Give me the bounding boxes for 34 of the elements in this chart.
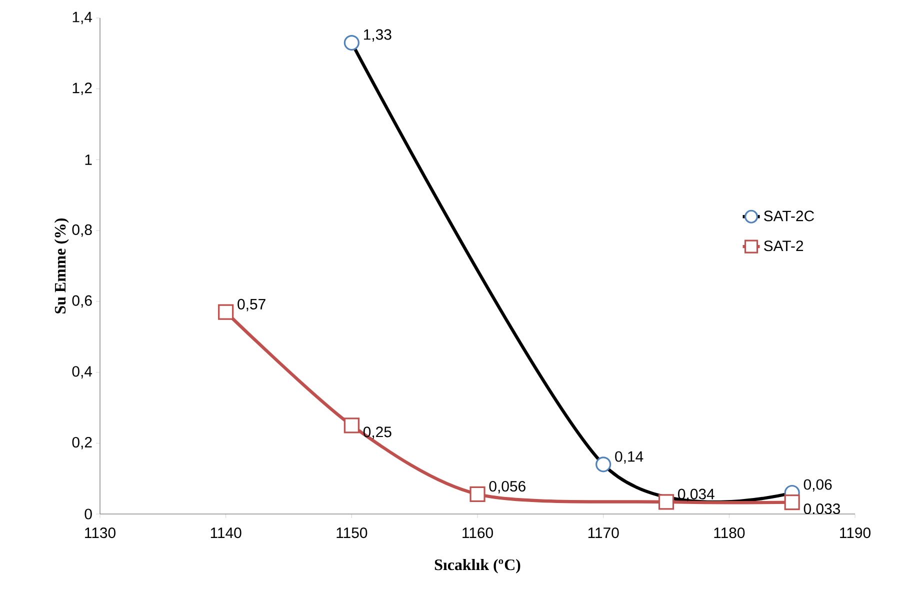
- point: [658, 494, 674, 510]
- data-label: 0,57: [238, 298, 266, 312]
- point: [470, 486, 486, 502]
- data-label: 0,14: [615, 451, 644, 464]
- legend-label: SAT-2C: [764, 210, 814, 222]
- data-label: 0,25: [363, 426, 392, 439]
- legend-label: SAT-2: [764, 240, 804, 252]
- point: [344, 418, 360, 434]
- point: [784, 494, 800, 510]
- x-tick-label: 1140: [210, 528, 242, 538]
- y-tick-label: 0,8: [72, 224, 92, 237]
- y-tick-label: 0,4: [72, 366, 92, 378]
- point: [218, 304, 234, 320]
- data-label: 0,034: [678, 488, 714, 502]
- x-tick-label: 1130: [85, 528, 116, 538]
- data-label: 0,033: [804, 504, 840, 516]
- y-tick-label: 0: [84, 508, 92, 520]
- data-label: 0,056: [489, 480, 526, 494]
- x-tick-label: 1190: [840, 528, 870, 538]
- y-tick-label: 0,2: [72, 436, 92, 450]
- y-axis-title: Su Emme (%): [54, 218, 69, 314]
- x-tick-label: 1170: [588, 528, 619, 538]
- y-tick-label: 1,2: [72, 82, 92, 96]
- point: [344, 34, 360, 51]
- y-tick-label: 1: [85, 154, 92, 165]
- x-tick-label: 1180: [714, 528, 745, 538]
- data-label: 0,06: [804, 479, 832, 492]
- x-axis-title: Sıcaklık (ºC): [434, 558, 520, 574]
- x-tick-label: 1160: [462, 528, 493, 538]
- point: [596, 456, 612, 472]
- data-label: 1,33: [364, 29, 392, 42]
- y-tick-label: 1,4: [72, 12, 92, 24]
- y-tick-label: 0,6: [72, 295, 92, 308]
- x-tick-label: 1150: [336, 528, 368, 538]
